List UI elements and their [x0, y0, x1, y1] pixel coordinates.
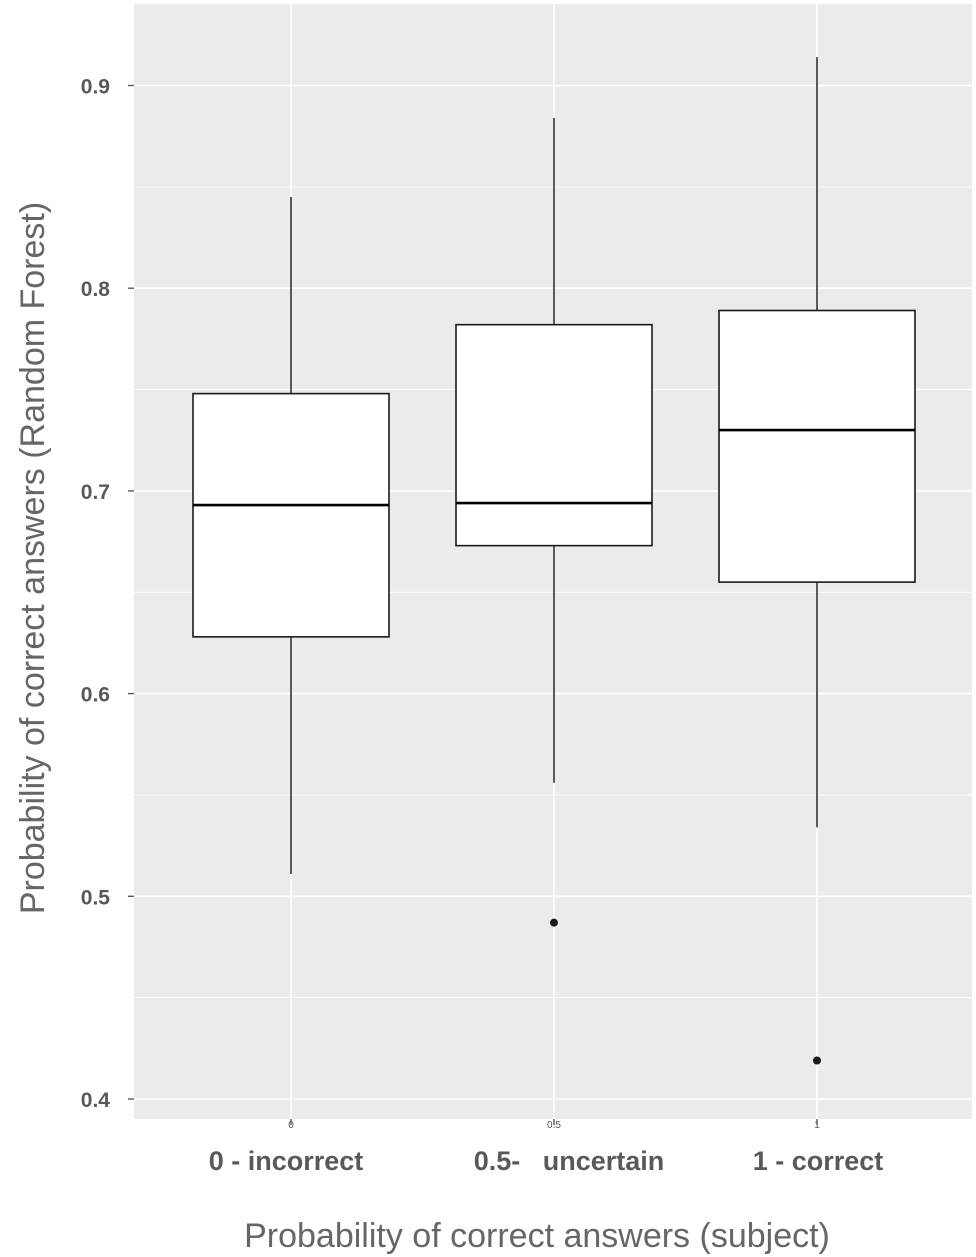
box-iqr — [192, 392, 390, 638]
x-axis: 0 0 - incorrect 0.5 0.5- uncertain 1 1 - corr… — [209, 1119, 884, 1176]
x-tick-value: 0.5 — [547, 1120, 561, 1131]
x-tick-value: 0 — [288, 1120, 294, 1131]
box-group — [192, 196, 390, 875]
y-tick-label: 0.9 — [81, 76, 110, 99]
x-category-label: 1 - correct — [753, 1146, 884, 1176]
y-axis: 0.4 0.5 0.6 0.7 0.8 0.9 — [81, 76, 134, 1112]
box-iqr — [718, 309, 916, 583]
y-tick-label: 0.8 — [81, 278, 111, 301]
boxes — [192, 57, 916, 1065]
y-axis-title: Probability of correct answers (Random F… — [14, 202, 52, 914]
box-group — [718, 57, 916, 1065]
x-axis-title: Probability of correct answers (subject) — [244, 1217, 830, 1255]
box-iqr — [455, 323, 653, 547]
x-category-label: 0.5- uncertain — [474, 1146, 665, 1176]
x-category-label: 0 - incorrect — [209, 1146, 364, 1176]
outlier-point — [550, 918, 558, 927]
x-tick-value: 1 — [814, 1120, 820, 1131]
y-tick-label: 0.4 — [81, 1089, 111, 1112]
outlier-point — [813, 1056, 821, 1065]
y-tick-label: 0.5 — [81, 886, 111, 909]
box-group — [455, 117, 653, 927]
y-tick-label: 0.7 — [81, 481, 110, 504]
y-tick-label: 0.6 — [81, 684, 110, 707]
